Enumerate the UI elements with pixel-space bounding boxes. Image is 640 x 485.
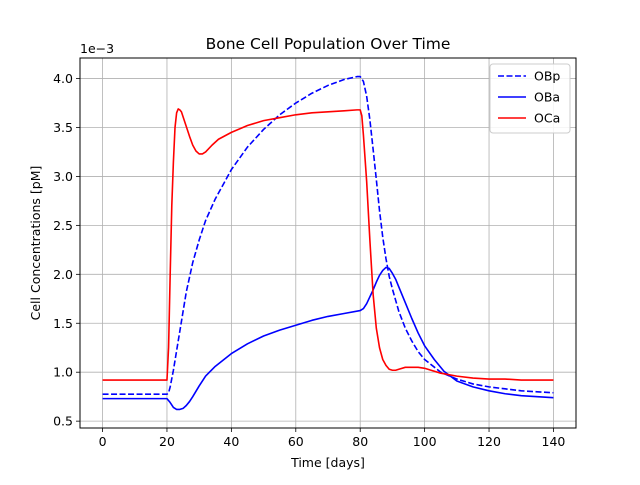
- legend-label-oba: OBa: [534, 90, 560, 105]
- series-line-oca: [102, 108, 554, 381]
- y-tick-label: 3.0: [53, 169, 73, 184]
- y-tick-label: 4.0: [53, 71, 73, 86]
- x-tick-label: 140: [542, 434, 566, 449]
- axes-frame: [79, 57, 577, 429]
- y-axis-offset-text: 1e−3: [80, 41, 114, 56]
- y-tick-label: 1.0: [53, 365, 73, 380]
- x-tick-label: 100: [413, 434, 437, 449]
- y-tick-label: 2.0: [53, 267, 73, 282]
- series-line-obp: [102, 75, 554, 396]
- legend-label-oca: OCa: [534, 111, 560, 126]
- y-tick-label: 1.5: [53, 316, 73, 331]
- legend-box: [489, 63, 571, 134]
- x-tick-label: 0: [99, 434, 107, 449]
- x-tick-label: 60: [288, 434, 304, 449]
- chart-title: Bone Cell Population Over Time: [206, 35, 451, 53]
- y-tick-label: 0.5: [53, 414, 73, 429]
- y-tick-label: 3.5: [53, 120, 73, 135]
- x-tick-label: 80: [352, 434, 368, 449]
- legend: OBp OBa OCa: [489, 63, 571, 134]
- x-tick-label: 40: [223, 434, 239, 449]
- y-tick-label: 2.5: [53, 218, 73, 233]
- legend-label-obp: OBp: [534, 69, 560, 84]
- x-tick-label: 20: [159, 434, 175, 449]
- series-line-oba: [102, 266, 554, 411]
- plot-series: [102, 75, 554, 411]
- x-axis-label: Time [days]: [290, 455, 365, 470]
- x-axis-ticks: 0 20 40 60 80 100 120 140: [99, 428, 566, 449]
- y-axis-ticks: 0.5 1.0 1.5 2.0 2.5 3.0 3.5 4.0: [53, 71, 80, 429]
- y-axis-label: Cell Concentrations [pM]: [28, 166, 43, 321]
- x-tick-label: 120: [477, 434, 501, 449]
